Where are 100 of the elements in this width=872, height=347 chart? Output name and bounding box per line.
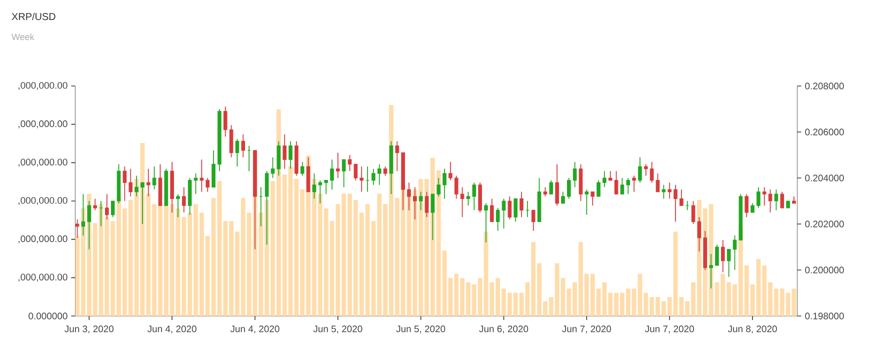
candlestick [632, 175, 636, 192]
candlestick [543, 186, 548, 197]
candlestick [780, 191, 784, 208]
candlestick [354, 164, 358, 181]
y2-tick-label: 0.204000 [805, 174, 844, 182]
candlestick [466, 191, 470, 206]
candlestick [93, 198, 97, 211]
candlestick [590, 191, 594, 206]
candlestick [454, 175, 458, 200]
candlestick [721, 240, 725, 273]
candlestick [324, 180, 328, 195]
x-tick-label: Jun 5, 2020 [396, 326, 446, 334]
candlestick [235, 138, 240, 167]
candlestick [110, 200, 115, 218]
y2-tick-label: 0.200000 [805, 266, 844, 274]
x-tick-label: Jun 3, 2020 [64, 326, 114, 334]
candlestick [276, 140, 281, 176]
candlestick [502, 198, 506, 230]
candlestick [572, 161, 577, 188]
candlestick [134, 175, 138, 197]
candlestick [490, 198, 494, 222]
candlestick [472, 182, 476, 211]
candlestick [105, 194, 109, 220]
candlestick [638, 156, 642, 184]
candlestick [549, 180, 554, 195]
y2-tick-label: 0.198000 [805, 312, 844, 320]
candlestick [288, 140, 292, 170]
text: ,000,000.00 [18, 235, 68, 244]
candlestick [360, 166, 364, 192]
candlestick [212, 150, 216, 188]
candlestick [508, 196, 512, 220]
candlestick [182, 186, 186, 213]
candlestick [140, 182, 144, 224]
candlestick [206, 178, 210, 192]
candlestick [194, 172, 198, 195]
candlestick [330, 159, 334, 190]
x-tick-label: Jun 5, 2020 [313, 326, 362, 334]
candlestick [418, 191, 423, 211]
text: ,000,000.00 [18, 158, 68, 167]
candlestick [774, 189, 778, 211]
candlestick [644, 164, 648, 176]
candlestick [744, 194, 748, 218]
candlestick [691, 200, 696, 224]
y2-tick-label: 0.206000 [805, 128, 844, 136]
candlestick [407, 182, 411, 211]
candlestick [460, 186, 464, 218]
chart-subtitle: Week [12, 33, 34, 40]
x-tick-label: Jun 4, 2020 [147, 326, 196, 334]
candlestick [270, 156, 275, 178]
candlestick [146, 168, 150, 197]
candlestick [602, 170, 606, 188]
text: ,000,000.00 [18, 120, 68, 128]
candlestick [732, 235, 737, 270]
candlestick [496, 207, 500, 232]
candlestick [768, 189, 772, 213]
candlestick [668, 182, 672, 200]
candlestick [650, 161, 654, 184]
candlestick [395, 140, 400, 172]
candlestick [377, 164, 382, 186]
candlestick [514, 198, 518, 222]
candlestick [448, 161, 452, 181]
y2-tick-label: 0.202000 [805, 220, 844, 228]
candlestick [614, 170, 618, 195]
candlestick [318, 180, 322, 204]
candlestick [561, 191, 565, 204]
x-tick-label: Jun 8, 2020 [728, 326, 777, 334]
x-tick-label: Jun 6, 2020 [479, 326, 528, 334]
candlestick [726, 248, 731, 278]
candlestick [336, 152, 340, 178]
candlestick [223, 106, 228, 138]
candlestick [122, 166, 127, 202]
candlestick [372, 168, 376, 186]
candlestick [680, 189, 684, 206]
candlestick [229, 124, 234, 158]
text: ,000,000.00 [18, 82, 68, 90]
candlestick [424, 191, 429, 218]
candlestick [656, 172, 660, 192]
candlestick [436, 178, 440, 197]
candlestick [715, 244, 719, 266]
candlestick [596, 180, 600, 197]
candlestick [620, 178, 624, 195]
chart-title: XRP/USD [12, 12, 56, 20]
candlestick [709, 253, 713, 289]
candlestick [176, 194, 180, 218]
candlestick [241, 134, 246, 158]
candlestick [348, 154, 352, 172]
candlestick [520, 191, 524, 218]
candlestick [128, 168, 133, 197]
candlestick [383, 166, 388, 176]
candlestick [152, 166, 156, 190]
candlestick [662, 184, 666, 200]
candlestick [608, 170, 612, 181]
candlestick [674, 184, 678, 222]
x-tick-label: Jun 7, 2020 [562, 326, 612, 334]
candlestick [567, 178, 571, 200]
candlestick [413, 186, 417, 220]
y2-tick-label: 0.208000 [805, 82, 844, 90]
candlestick [756, 186, 760, 208]
candlestick [312, 172, 316, 200]
candlestick [430, 194, 435, 241]
